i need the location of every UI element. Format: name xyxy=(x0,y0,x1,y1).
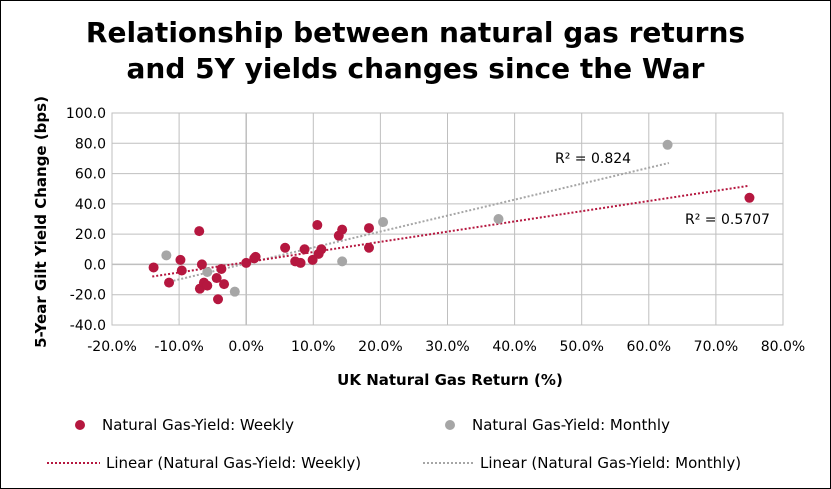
legend-item-monthly: Natural Gas-Yield: Monthly xyxy=(445,416,670,434)
legend-marker-monthly xyxy=(445,420,455,430)
r2-label-weekly: R² = 0.5707 xyxy=(685,212,770,228)
data-point-weekly xyxy=(213,294,224,305)
data-point-weekly xyxy=(148,262,159,273)
y-tick-label: 40.0 xyxy=(75,197,106,213)
data-point-weekly xyxy=(295,257,306,268)
y-tick-label: -20.0 xyxy=(70,288,106,304)
data-point-weekly xyxy=(175,254,186,265)
y-tick-label: 20.0 xyxy=(75,227,106,243)
x-tick-label: 20.0% xyxy=(358,339,402,355)
data-point-weekly xyxy=(194,226,205,237)
data-point-monthly xyxy=(337,256,348,267)
data-point-weekly xyxy=(250,251,261,262)
data-point-weekly xyxy=(280,242,291,253)
legend-marker-weekly xyxy=(75,420,85,430)
data-point-weekly xyxy=(216,263,227,274)
legend-item-linear-monthly: Linear (Natural Gas-Yield: Monthly) xyxy=(423,454,741,472)
data-point-weekly xyxy=(202,280,213,291)
legend-label-monthly: Natural Gas-Yield: Monthly xyxy=(472,416,670,434)
chart-title: Relationship between natural gas returns… xyxy=(1,15,830,87)
x-tick-label: 60.0% xyxy=(627,339,671,355)
data-point-weekly xyxy=(307,254,318,265)
y-tick-labels: -40.0 -20.0 0.0 20.0 40.0 60.0 80.0 100.0 xyxy=(66,106,106,334)
y-tick-label: 80.0 xyxy=(75,136,106,152)
data-point-weekly xyxy=(299,244,310,255)
data-points xyxy=(148,139,755,305)
data-point-weekly xyxy=(241,257,252,268)
plot-area-border xyxy=(111,112,784,326)
legend-label-linear-monthly: Linear (Natural Gas-Yield: Monthly) xyxy=(480,454,741,472)
x-tick-label: 10.0% xyxy=(291,339,335,355)
legend-item-weekly: Natural Gas-Yield: Weekly xyxy=(75,416,294,434)
zero-lines xyxy=(112,113,783,325)
data-point-monthly xyxy=(161,250,172,261)
data-point-monthly xyxy=(493,214,504,224)
legend: Natural Gas-Yield: Weekly Natural Gas-Yi… xyxy=(47,416,741,472)
data-point-weekly xyxy=(196,259,207,270)
y-axis-title: 5-Year Gilt Yield Change (bps) xyxy=(32,96,50,348)
x-tick-label: 80.0% xyxy=(761,339,805,355)
x-tick-labels: -20.0% -10.0% 0.0% 10.0% 20.0% 30.0% 40.0% 50.0… xyxy=(87,339,805,355)
legend-label-linear-weekly: Linear (Natural Gas-Yield: Weekly) xyxy=(106,454,361,472)
y-tick-label: 100.0 xyxy=(66,106,106,122)
data-point-weekly xyxy=(211,273,222,284)
data-point-monthly xyxy=(202,267,213,277)
gridlines xyxy=(111,112,784,326)
legend-item-linear-weekly: Linear (Natural Gas-Yield: Weekly) xyxy=(47,454,361,472)
x-tick-label: 30.0% xyxy=(425,339,469,355)
legend-label-weekly: Natural Gas-Yield: Weekly xyxy=(102,416,294,434)
x-tick-label: 50.0% xyxy=(559,339,603,355)
data-point-weekly xyxy=(219,279,230,290)
y-tick-label: 60.0 xyxy=(75,167,106,183)
r2-label-monthly: R² = 0.824 xyxy=(555,151,631,167)
data-point-weekly xyxy=(176,265,187,276)
x-axis-title: UK Natural Gas Return (%) xyxy=(337,371,563,389)
data-point-weekly xyxy=(337,224,348,235)
x-tick-label: -10.0% xyxy=(154,339,204,355)
data-point-weekly xyxy=(363,223,374,234)
data-point-weekly xyxy=(164,277,175,288)
x-tick-label: 70.0% xyxy=(694,339,738,355)
y-tick-label: 0.0 xyxy=(84,257,106,273)
y-tick-label: -40.0 xyxy=(70,318,106,334)
data-point-monthly xyxy=(378,217,389,228)
data-point-weekly xyxy=(363,242,374,253)
x-tick-label: 40.0% xyxy=(492,339,536,355)
x-tick-label: -20.0% xyxy=(87,339,137,355)
chart-title-line-1: Relationship between natural gas returns xyxy=(85,16,746,49)
chart-title-line-2: and 5Y yields changes since the War xyxy=(126,52,705,85)
data-point-monthly xyxy=(662,139,673,150)
data-point-weekly xyxy=(316,244,327,255)
x-tick-label: 0.0% xyxy=(228,339,264,355)
data-point-weekly xyxy=(744,192,755,203)
data-point-weekly xyxy=(312,220,323,231)
data-point-monthly xyxy=(229,286,240,297)
